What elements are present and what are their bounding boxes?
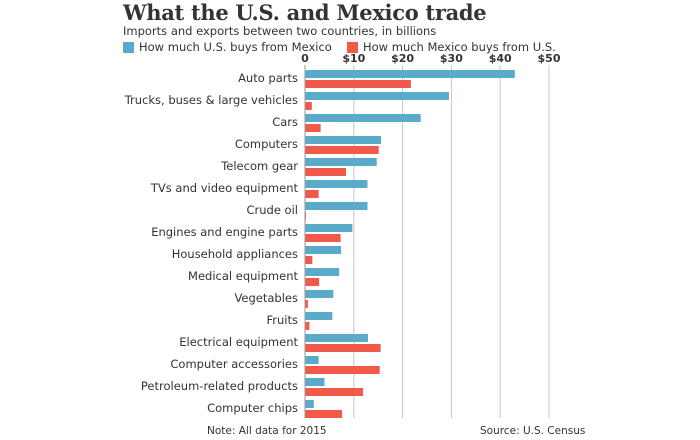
legend-swatch-us-buys	[123, 41, 134, 53]
bar-mexico-buys	[305, 102, 312, 110]
category-label: Petroleum-related products	[141, 379, 298, 393]
x-tick-label: $40	[489, 52, 512, 65]
bar-mexico-buys	[305, 146, 379, 154]
bar-mexico-buys	[305, 168, 346, 176]
x-tick-label: $50	[538, 52, 561, 65]
x-tick-label: $30	[440, 52, 463, 65]
bar-mexico-buys	[305, 366, 380, 374]
bar-us-buys	[305, 312, 333, 320]
legend-label-mexico-buys: How much Mexico buys from U.S.	[363, 40, 556, 54]
category-label: Household appliances	[172, 247, 298, 261]
bar-us-buys	[305, 114, 421, 122]
category-label: Computers	[235, 137, 298, 151]
bar-mexico-buys	[305, 234, 341, 242]
category-label: Medical equipment	[188, 269, 298, 283]
category-label: TVs and video equipment	[150, 181, 299, 195]
legend-item-mexico-buys: How much Mexico buys from U.S.	[347, 40, 556, 54]
category-label: Electrical equipment	[179, 335, 298, 349]
bar-us-buys	[305, 268, 340, 276]
bar-mexico-buys	[305, 388, 364, 396]
category-label: Cars	[272, 115, 298, 129]
category-label: Engines and engine parts	[151, 225, 298, 239]
bar-us-buys	[305, 378, 325, 386]
bar-mexico-buys	[305, 300, 308, 308]
bar-us-buys	[305, 158, 377, 166]
category-label: Telecom gear	[220, 159, 298, 173]
bar-us-buys	[305, 224, 353, 232]
bar-us-buys	[305, 180, 368, 188]
category-label: Crude oil	[246, 203, 298, 217]
bar-mexico-buys	[305, 278, 320, 286]
bar-us-buys	[305, 70, 515, 78]
chart-title: What the U.S. and Mexico trade	[123, 0, 487, 25]
bar-us-buys	[305, 92, 449, 100]
x-tick-label: 0	[301, 52, 309, 65]
bar-mexico-buys	[305, 256, 313, 264]
bar-us-buys	[305, 136, 382, 144]
category-label: Computer accessories	[170, 357, 298, 371]
chart-source: Source: U.S. Census	[480, 425, 586, 437]
chart-subtitle: Imports and exports between two countrie…	[123, 24, 437, 38]
bar-mexico-buys	[305, 124, 321, 132]
chart-note: Note: All data for 2015	[207, 425, 327, 437]
x-tick-label: $10	[342, 52, 365, 65]
category-label: Trucks, buses & large vehicles	[124, 93, 298, 107]
x-tick-label: $20	[391, 52, 414, 65]
bar-mexico-buys	[305, 322, 310, 330]
bar-us-buys	[305, 290, 334, 298]
bar-us-buys	[305, 246, 342, 254]
bar-mexico-buys	[305, 80, 411, 88]
bar-us-buys	[305, 400, 314, 408]
category-label: Vegetables	[234, 291, 298, 305]
category-label: Auto parts	[238, 71, 298, 85]
category-label: Computer chips	[207, 401, 298, 415]
legend-label-us-buys: How much U.S. buys from Mexico	[139, 40, 332, 54]
category-label: Fruits	[267, 313, 299, 327]
bar-mexico-buys	[305, 344, 381, 352]
bar-us-buys	[305, 356, 319, 364]
legend-swatch-mexico-buys	[347, 41, 358, 53]
bar-us-buys	[305, 334, 368, 342]
legend-item-us-buys: How much U.S. buys from Mexico	[123, 40, 332, 54]
bar-us-buys	[305, 202, 368, 210]
bar-mexico-buys	[305, 190, 319, 198]
bar-mexico-buys	[305, 410, 343, 418]
